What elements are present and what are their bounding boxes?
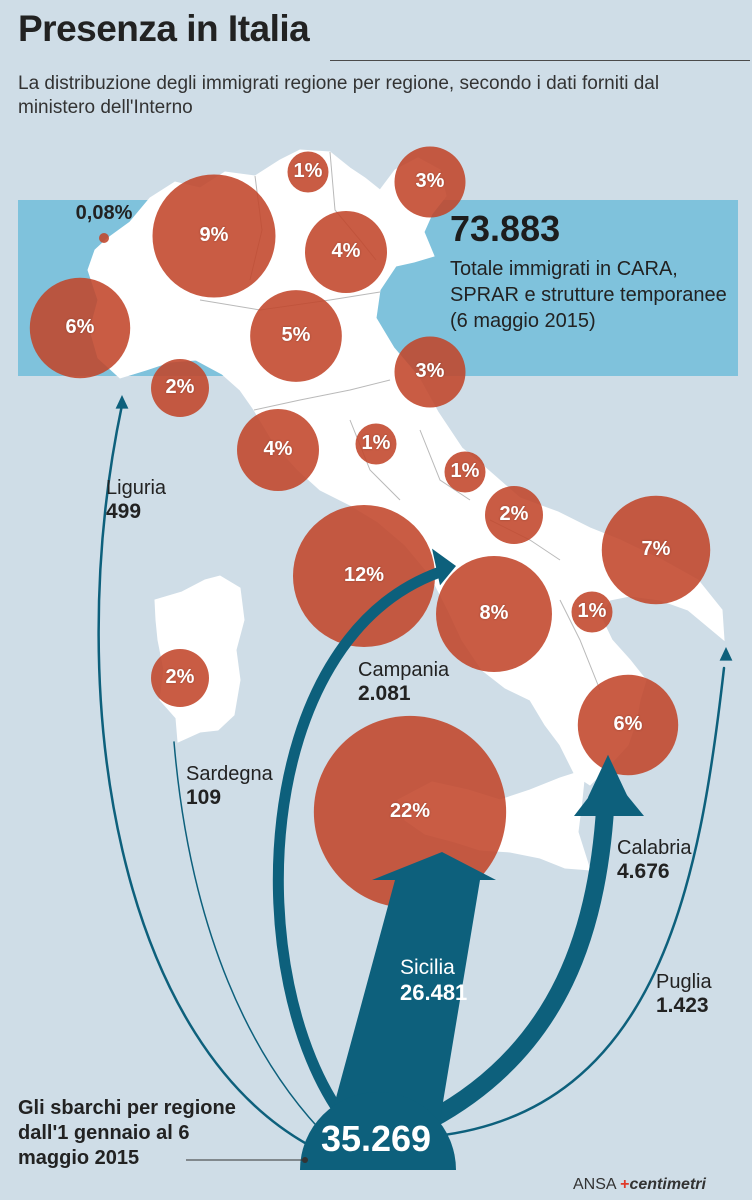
share-label-puglia: 7% (641, 538, 671, 560)
flow-value: 1.423 (656, 994, 709, 1017)
share-label-friuli-venezia-giulia: 3% (415, 170, 445, 192)
bubble-marche (394, 336, 466, 408)
bubble-veneto (305, 211, 387, 293)
credit-brand: centimetri (629, 1176, 706, 1193)
flow-label-puglia: Puglia 1.423 (656, 970, 712, 1018)
flow-region: Sicilia (400, 956, 455, 979)
flow-arrow-campania (272, 566, 446, 1126)
subtitle: La distribuzione degli immigrati regione… (18, 73, 660, 118)
bubble-friuli-venezia-giulia (394, 146, 466, 218)
share-label-marche: 3% (415, 360, 445, 382)
flow-region: Calabria (617, 837, 692, 859)
bubble-valle-d-aosta (99, 233, 109, 243)
bubble-calabria (577, 674, 679, 776)
flow-arrow-sicilia (330, 852, 496, 1120)
bubble-emilia-romagna (250, 290, 342, 382)
flow-arrow-liguria (97, 403, 320, 1152)
bubble-trentino-alto-adige (287, 151, 329, 193)
share-label-veneto: 4% (331, 240, 361, 262)
share-label-valle-d-aosta: 0,08% (75, 202, 133, 224)
share-label-emilia-romagna: 5% (281, 324, 311, 346)
total-value: 73.883 (450, 208, 561, 249)
flow-label-campania: Campania 2.081 (358, 658, 449, 706)
share-label-molise: 2% (499, 503, 529, 525)
share-label-basilicata: 1% (577, 600, 607, 622)
share-label-abruzzo: 1% (450, 460, 480, 482)
flow-arrow-puglia (434, 666, 726, 1138)
bubble-campania (436, 556, 552, 672)
arrowhead-puglia (719, 647, 733, 661)
leader-dot (302, 1157, 308, 1163)
share-label-sardegna: 2% (165, 666, 195, 688)
arrowhead-liguria (115, 395, 129, 409)
share-label-calabria: 6% (613, 713, 643, 735)
share-label-piemonte: 6% (65, 316, 95, 338)
bubble-piemonte (29, 277, 131, 379)
share-label-trentino-alto-adige: 1% (293, 160, 323, 182)
flow-value: 109 (186, 786, 222, 809)
flow-region: Campania (358, 659, 450, 681)
bubble-lazio (292, 504, 436, 648)
bubble-liguria (151, 359, 209, 417)
share-label-liguria: 2% (165, 376, 195, 398)
flow-value: 26.481 (400, 980, 468, 1005)
flow-label-sicilia: Sicilia 26.481 (400, 955, 467, 1005)
share-label-campania: 8% (479, 602, 509, 624)
arrowhead-calabria-main (574, 772, 644, 816)
flow-arrow-sardegna (173, 741, 331, 1141)
flow-region: Liguria (106, 477, 167, 499)
page-title: Presenza in Italia (18, 8, 310, 49)
landings-total: 35.269 (320, 1118, 432, 1159)
flow-value: 2.081 (358, 682, 411, 705)
share-label-lazio: 12% (343, 564, 385, 586)
flow-arrow-calabria (421, 783, 615, 1129)
title-rule (330, 60, 750, 61)
flow-label-calabria: Calabria 4.676 (617, 836, 691, 884)
flow-region: Puglia (656, 971, 712, 993)
credit-plus-icon: + (620, 1176, 630, 1193)
bubble-abruzzo (444, 451, 486, 493)
share-label-umbria: 1% (361, 432, 391, 454)
landings-title: Gli sbarchi per regione dall'1 gennaio a… (18, 1097, 236, 1169)
landings-origin (300, 1092, 456, 1170)
flow-region: Sardegna (186, 763, 273, 785)
bubble-umbria (355, 423, 397, 465)
bubble-basilicata (571, 591, 613, 633)
bubble-puglia (601, 495, 711, 605)
bubble-sardegna (151, 649, 209, 707)
bubble-sicilia (313, 715, 507, 909)
credit-agency: ANSA (573, 1176, 616, 1193)
bubble-lombardia (152, 174, 276, 298)
flow-value: 499 (106, 500, 142, 523)
flow-label-sardegna: Sardegna 109 (186, 762, 273, 810)
total-description: Totale immigrati in CARA, SPRAR e strutt… (450, 258, 727, 332)
flow-label-liguria: Liguria 499 (106, 476, 166, 524)
share-label-lombardia: 9% (199, 224, 229, 246)
landing-flows (97, 395, 733, 1170)
share-label-toscana: 4% (263, 438, 293, 460)
region-bubbles (29, 146, 711, 909)
bubble-molise (485, 486, 543, 544)
bubble-toscana (237, 409, 319, 491)
credit: ANSA +centimetri (573, 1176, 706, 1194)
arrowhead-campania (432, 548, 456, 586)
flow-value: 4.676 (617, 860, 670, 883)
share-label-sicilia: 22% (389, 800, 431, 822)
